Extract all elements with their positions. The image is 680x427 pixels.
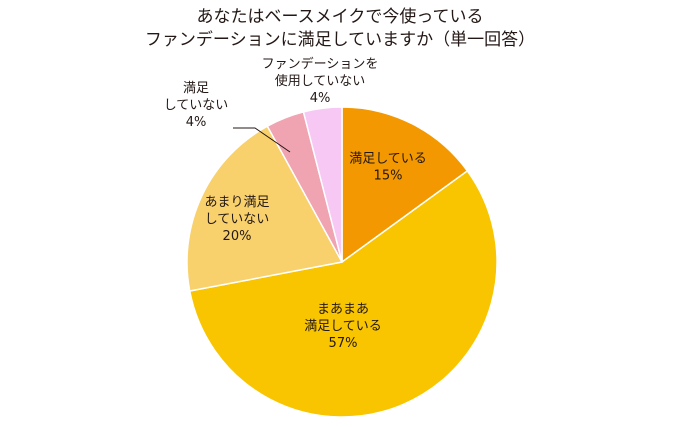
slice-4-label: 満足	[183, 81, 209, 96]
chart-title: あなたはベースメイクで今使っている ファンデーションに満足していますか（単一回答…	[0, 6, 680, 52]
slice-5-label: 使用していない	[275, 73, 366, 89]
slice-1-value-label: 15%	[374, 169, 403, 184]
slice-4-label: していない	[164, 98, 229, 113]
slice-2-label: 満足している	[304, 319, 382, 334]
slice-2-value-label: 57%	[329, 336, 358, 351]
slice-3-label: あまり満足	[204, 195, 269, 210]
pie-slice-1	[341, 106, 469, 264]
slice-3-value-label: 20%	[223, 229, 252, 244]
slice-5-value-label: 4%	[310, 91, 331, 106]
slice-4-leader-line	[233, 127, 291, 153]
slice-2-label: まあまあ	[317, 302, 369, 317]
slice-1-label: 満足している	[349, 152, 427, 167]
chart-title-line-2: ファンデーションに満足していますか（単一回答）	[144, 30, 536, 50]
slice-4-value-label: 4%	[186, 115, 207, 130]
pie-slice-2	[188, 169, 498, 418]
pie-slice-5	[302, 106, 343, 263]
chart-title-line-1: あなたはベースメイクで今使っている	[196, 7, 484, 27]
slice-3-label: していない	[205, 212, 270, 227]
slice-5-label: ファンデーションを	[262, 56, 379, 72]
pie-slice-3	[186, 125, 344, 292]
